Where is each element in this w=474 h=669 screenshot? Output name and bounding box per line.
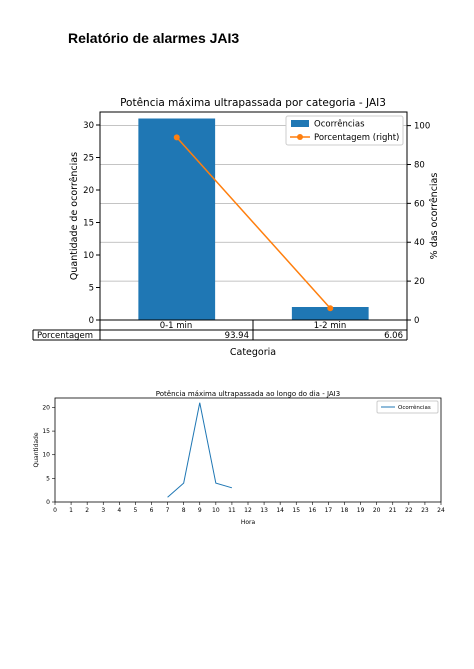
legend-bar-swatch [291, 120, 309, 127]
x-tick-label: 5 [134, 507, 138, 514]
x-tick-label: 9 [198, 507, 202, 514]
table-row-label: Porcentagem [37, 331, 93, 341]
chart2-x-ticks: 0 1 2 3 4 5 6 7 8 9 10 11 12 13 14 15 16 17 18 19 20 21 22 23 24 [53, 502, 445, 514]
x-tick-label: 14 [276, 507, 284, 514]
y-tick-label: 0 [46, 499, 50, 506]
x-tick-label: 12 [244, 507, 252, 514]
occurrences-line [167, 402, 233, 498]
x-tick-label: 11 [228, 507, 236, 514]
x-tick-label: 21 [389, 507, 397, 514]
chart2-legend: Ocorrências [376, 400, 439, 414]
chart2-series-line [167, 402, 233, 498]
y-tick-right-label: 0 [414, 316, 419, 326]
legend-label-porcentagem: Porcentagem (right) [314, 133, 399, 143]
y-tick-label: 15 [83, 219, 94, 229]
y-tick-label: 20 [42, 404, 50, 411]
y-tick-label: 0 [89, 316, 94, 326]
x-tick-label: 1 [69, 507, 73, 514]
chart1-bars [138, 118, 369, 320]
chart2-axes-frame [54, 397, 442, 503]
bar-1 [291, 307, 369, 320]
x-tick-label: 3 [101, 507, 105, 514]
x-tick-label: 17 [325, 507, 333, 514]
y-tick-label: 10 [83, 251, 94, 261]
legend-label-ocorrencias: Ocorrências [314, 119, 365, 130]
chart2-y-ticks: 0 5 10 15 20 [42, 404, 55, 506]
x-tick-label: 24 [437, 507, 445, 514]
x-tick-label: 22 [405, 507, 413, 514]
x-tick-label: 19 [357, 507, 365, 514]
y-tick-label: 30 [83, 121, 94, 131]
x-tick-label: 20 [373, 507, 381, 514]
x-tick-label: 18 [341, 507, 349, 514]
y-tick-label: 10 [42, 452, 50, 459]
chart1-percentage-line [173, 134, 334, 312]
y-tick-right-label: 60 [414, 199, 425, 209]
y-tick-right-label: 100 [414, 122, 430, 132]
chart1-title: Potência máxima ultrapassada por categor… [120, 97, 386, 109]
chart2-title: Potência máxima ultrapassada ao longo do… [156, 390, 340, 398]
table-cell-0: 93.94 [225, 331, 249, 341]
y-tick-right-label: 40 [414, 238, 425, 248]
y-tick-label: 5 [89, 284, 94, 294]
page-title: Relatório de alarmes JAI3 [68, 30, 240, 46]
y-tick-label: 25 [83, 154, 94, 164]
y-tick-label: 15 [42, 428, 50, 435]
y-tick-label: 20 [83, 186, 94, 196]
chart1-xlabel: Categoria [230, 347, 276, 358]
table-header-cat-0: 0-1 min [160, 321, 193, 331]
x-tick-label: 6 [150, 507, 154, 514]
chart1-ylabel: Quantidade de ocorrências [69, 152, 80, 280]
y-tick-right-label: 20 [414, 277, 425, 287]
x-tick-label: 0 [53, 507, 57, 514]
chart2-legend-label: Ocorrências [398, 404, 431, 411]
y-tick-label: 5 [46, 475, 50, 482]
x-tick-label: 16 [309, 507, 317, 514]
chart1-ylabel-right: % das ocorrências [429, 173, 440, 260]
legend-marker [297, 134, 303, 140]
x-tick-label: 15 [292, 507, 300, 514]
chart1-y-ticks-right: 0 20 40 60 80 100 [407, 122, 430, 326]
x-tick-label: 2 [85, 507, 89, 514]
chart1-legend: Ocorrências Porcentagem (right) [285, 115, 404, 146]
x-tick-label: 7 [166, 507, 170, 514]
y-tick-right-label: 80 [414, 160, 425, 170]
chart2-xlabel: Hora [241, 519, 256, 526]
x-tick-label: 23 [421, 507, 429, 514]
percentage-point-0 [173, 134, 180, 141]
x-tick-label: 4 [117, 507, 121, 514]
chart2-ylabel: Quantidade [33, 432, 40, 467]
x-tick-label: 10 [212, 507, 220, 514]
table-cell-1: 6.06 [384, 331, 403, 341]
chart1-table: 0-1 min 1-2 min Porcentagem 93.94 6.06 [32, 319, 408, 341]
bar-0 [138, 118, 216, 320]
table-header-cat-1: 1-2 min [314, 321, 347, 331]
chart1-y-ticks: 0 5 10 15 20 25 30 [83, 121, 100, 326]
percentage-point-1 [327, 305, 334, 312]
x-tick-label: 13 [260, 507, 268, 514]
x-tick-label: 8 [182, 507, 186, 514]
percentage-line [176, 136, 331, 309]
